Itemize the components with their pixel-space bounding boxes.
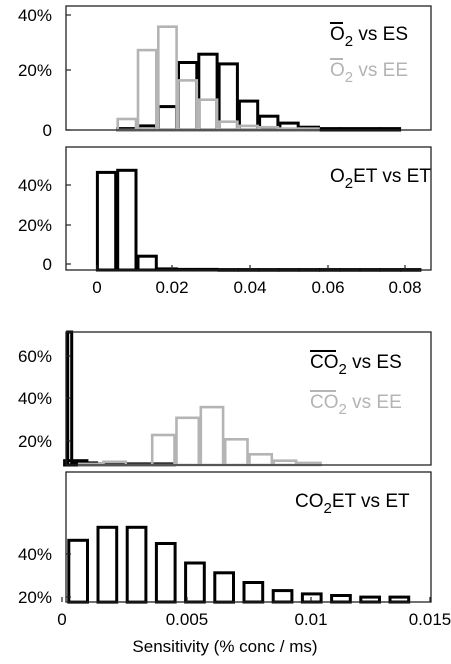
bar-co2et-vs-et-5 (213, 571, 236, 604)
bar-co2et-vs-et-7 (271, 589, 294, 604)
chart-panel-3: 20% 40% 60% CO2 vs ES CO2 vs EE (18, 330, 432, 467)
x-tick-label: 0 (92, 278, 101, 297)
y-tick-label: 0 (43, 121, 52, 140)
legend-entry: CO2 vs ES (310, 352, 402, 378)
bar-co2et-vs-et-11 (388, 595, 411, 604)
bar-co2et-vs-et-1 (96, 525, 119, 604)
plot-frame (65, 146, 432, 271)
chart-panel-4: 20% 40% 0 0.005 0.01 0.015 CO2ET vs ET Sensitiv… (18, 471, 451, 656)
bar-co2et-vs-et-6 (242, 581, 265, 604)
legend-entry: O2 vs ES (330, 24, 408, 50)
bar-o2-vs-es-5 (217, 62, 239, 132)
y-tick-label: 40% (18, 545, 52, 564)
bar-co2-vs-ee-3 (150, 433, 176, 467)
bar-co2-vs-ee-4 (175, 416, 201, 467)
legend-entry: CO2ET vs ET (295, 491, 410, 517)
x-tick-label: 0.06 (311, 278, 344, 297)
bar-o2-vs-ee-5 (217, 120, 239, 132)
bar-o2et-vs-et-0 (95, 170, 118, 272)
chart-panel-1: 0 20% 40% O2 vs ES O2 vs EE (18, 5, 432, 140)
x-tick-label: 0.01 (294, 610, 327, 629)
y-tick-label: 20% (18, 588, 52, 607)
bar-co2et-vs-et-2 (125, 525, 148, 604)
legend-entry: O2ET vs ET (330, 166, 431, 192)
bar-co2et-vs-et-4 (184, 561, 206, 604)
legend-entry: O2 vs EE (330, 60, 408, 86)
bar-o2-vs-es-4 (197, 52, 219, 132)
bar-o2et-vs-et-1 (116, 168, 138, 272)
bar-co2-vs-ee-5 (199, 405, 225, 467)
legend-entry: CO2 vs EE (310, 392, 402, 418)
x-tick-label: 0.005 (166, 610, 209, 629)
plot-frame (65, 471, 432, 603)
x-tick-label: 0.015 (409, 610, 451, 629)
y-tick-label: 60% (18, 347, 52, 366)
bar-o2-vs-es-2 (156, 105, 179, 132)
y-tick-label: 20% (18, 216, 52, 235)
bar-o2-vs-ee-2 (157, 25, 178, 132)
bar-o2-vs-ee-3 (177, 79, 199, 132)
y-tick-label: 40% (18, 6, 52, 25)
x-tick-label: 0.08 (388, 278, 421, 297)
x-tick-label: 0 (57, 610, 66, 629)
bar-co2et-vs-et-8 (300, 592, 323, 604)
x-tick-label: 0.02 (155, 278, 188, 297)
bar-co2et-vs-et-10 (359, 595, 381, 604)
bar-o2-vs-ee-1 (136, 48, 158, 132)
bar-co2et-vs-et-0 (67, 538, 90, 604)
bar-co2et-vs-et-9 (330, 594, 352, 604)
y-tick-label: 40% (18, 389, 52, 408)
x-tick-label: 0.04 (233, 278, 266, 297)
bar-o2-vs-es-3 (177, 61, 199, 132)
y-tick-label: 20% (18, 61, 52, 80)
bar-co2et-vs-et-3 (154, 542, 177, 604)
chart-panel-2: 0 20% 40% 0 0.02 0.04 0.06 0.08 O2ET vs ET (18, 146, 432, 297)
bar-o2-vs-ee-4 (197, 98, 219, 132)
y-tick-label: 20% (18, 432, 52, 451)
x-axis-label: Sensitivity (% conc / ms) (132, 637, 317, 656)
y-tick-label: 0 (43, 255, 52, 274)
bar-co2-vs-ee-6 (223, 437, 249, 467)
y-tick-label: 40% (18, 176, 52, 195)
bar-o2et-vs-et-2 (136, 254, 158, 272)
plot-frame (65, 5, 432, 131)
bar-co2-vs-ee-7 (248, 452, 274, 467)
